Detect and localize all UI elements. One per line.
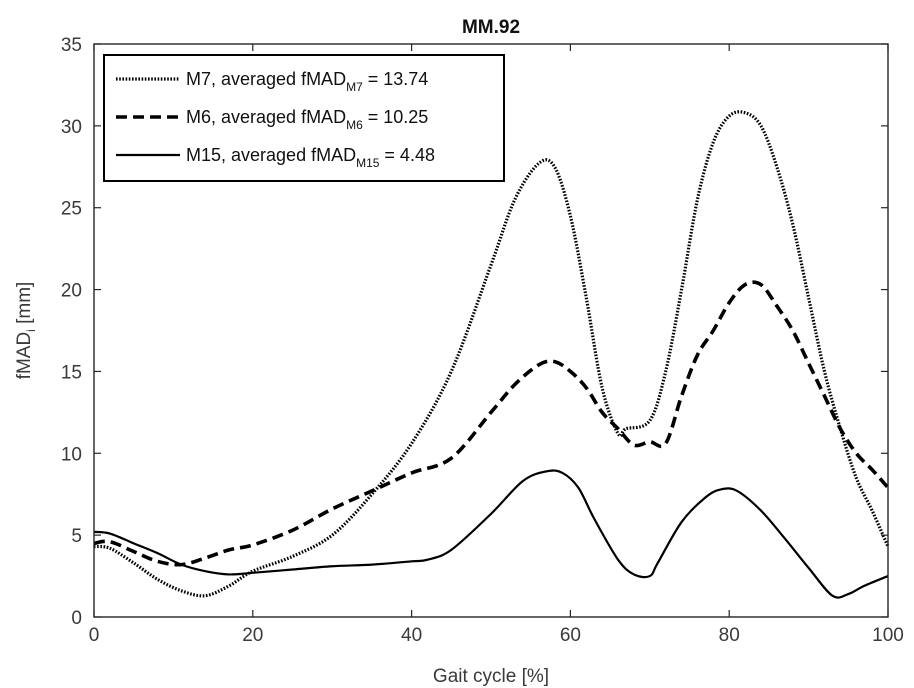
legend-entry-value: = 13.74 xyxy=(363,69,429,89)
y-tick-label: 30 xyxy=(61,117,82,138)
x-tick-label: 100 xyxy=(872,625,904,646)
chart-title: MM.92 xyxy=(462,17,520,38)
legend-entry-text: M15, averaged fMAD xyxy=(186,145,356,165)
plot-frame xyxy=(93,43,889,618)
legend-entry-subscript: M6 xyxy=(346,118,363,132)
legend-entry-text: M6, averaged fMAD xyxy=(186,107,346,127)
legend-entry-subscript: M7 xyxy=(346,80,363,94)
y-axis-label-unit: [mm] xyxy=(14,282,35,330)
x-axis-label: Gait cycle [%] xyxy=(433,666,549,687)
y-axis-label-sub: i xyxy=(24,329,38,332)
x-tick-label: 0 xyxy=(89,625,100,646)
legend-entry-m15: M15, averaged fMADM15 = 4.48 xyxy=(186,145,435,170)
y-tick-label: 35 xyxy=(61,35,82,56)
x-tick-label: 60 xyxy=(560,625,581,646)
x-tick-label: 40 xyxy=(401,625,422,646)
y-tick-label: 10 xyxy=(61,444,82,465)
x-tick-label: 80 xyxy=(719,625,740,646)
legend-entry-subscript: M15 xyxy=(356,156,380,170)
legend-entry-value: = 4.48 xyxy=(379,145,435,165)
y-axis-label-main: fMAD xyxy=(14,332,35,380)
legend-entry-value: = 10.25 xyxy=(363,107,429,127)
y-tick-label: 0 xyxy=(71,608,82,629)
legend: M7, averaged fMADM7 = 13.74 M6, averaged … xyxy=(103,54,505,182)
y-tick-label: 5 xyxy=(71,526,82,547)
legend-entry-m7: M7, averaged fMADM7 = 13.74 xyxy=(186,69,428,94)
y-tick-label: 15 xyxy=(61,362,82,383)
axes-layer: 0 20 40 60 80 100 0 5 10 15 20 25 30 35 xyxy=(61,35,904,646)
y-axis-label: fMADi [mm] xyxy=(14,282,38,380)
y-tick-label: 25 xyxy=(61,199,82,220)
legend-entry-text: M7, averaged fMAD xyxy=(186,69,346,89)
series-line-m7 xyxy=(93,110,890,598)
series-line-m15 xyxy=(93,469,889,599)
x-tick-label: 20 xyxy=(242,625,263,646)
series-line-m6 xyxy=(93,280,890,567)
series-layer xyxy=(93,110,890,599)
legend-entry-m6: M6, averaged fMADM6 = 10.25 xyxy=(186,107,428,132)
y-tick-label: 20 xyxy=(61,281,82,302)
